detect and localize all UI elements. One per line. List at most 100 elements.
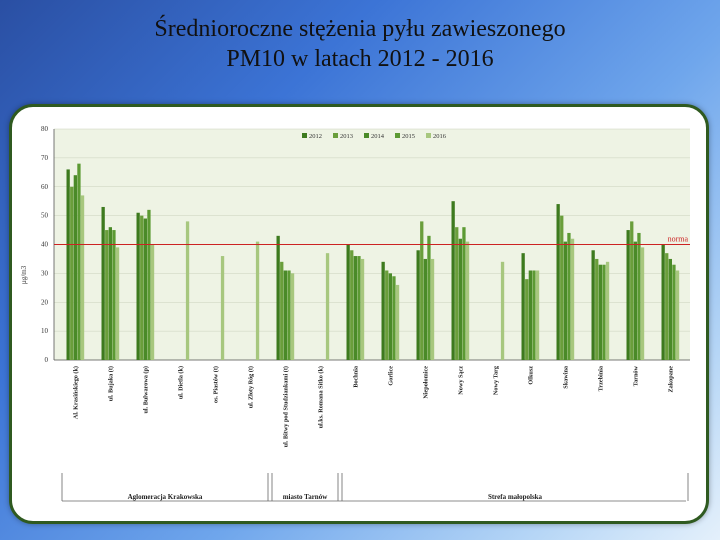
group-label: Strefa małopolska (488, 493, 543, 501)
bar-2016-2 (150, 244, 155, 360)
legend-swatch-2014 (364, 133, 369, 138)
bar-2012-9 (381, 261, 385, 360)
bar-2015-17 (672, 264, 676, 360)
bar-2013-8 (350, 250, 354, 360)
x-category-label: Zakopane (668, 366, 675, 393)
bar-2013-17 (665, 253, 669, 360)
legend-label-2016: 2016 (433, 133, 447, 140)
bar-2013-6 (280, 261, 284, 360)
legend-swatch-2016 (426, 133, 431, 138)
bar-2016-10 (430, 258, 435, 360)
bar-2015-6 (287, 270, 291, 360)
x-category-label: ul.ks. Romana Sitko (k) (318, 366, 325, 428)
bar-2014-10 (423, 258, 427, 360)
legend-swatch-2015 (395, 133, 400, 138)
legend-label-2013: 2013 (340, 133, 353, 140)
bar-2013-0 (70, 186, 74, 360)
bar-2013-1 (105, 230, 109, 360)
bar-2012-13 (521, 253, 525, 360)
y-tick-label: 50 (41, 212, 49, 220)
x-category-label: Trzebinia (598, 366, 605, 391)
y-axis-label: µg/m3 (20, 265, 28, 284)
bar-2013-16 (630, 221, 634, 360)
bar-2015-13 (532, 270, 536, 360)
slide-title-line-1: Średnioroczne stężenia pyłu zawieszonego (154, 16, 566, 42)
pm10-bar-chart: 0 10 20 30 40 50 60 70 80 µg/m3 Al. Krasińskiego (… (20, 125, 690, 502)
bar-2016-4 (220, 256, 225, 360)
x-category-label: Olkusz (528, 366, 535, 385)
group-label: Aglomeracja Krakowska (128, 493, 203, 501)
bar-2014-11 (458, 238, 462, 360)
y-tick-label: 10 (41, 327, 49, 335)
bar-2014-0 (73, 175, 77, 360)
slide-title: Średnioroczne stężenia pyłu zawieszonego… (0, 14, 720, 74)
bar-2015-1 (112, 230, 116, 360)
bar-2012-10 (416, 250, 420, 360)
bar-2014-6 (283, 270, 287, 360)
bar-2012-14 (556, 204, 560, 360)
bar-2014-17 (668, 258, 672, 360)
x-category-label: ul. Bulwarowa (p) (143, 366, 150, 414)
bar-2015-8 (357, 256, 361, 360)
bar-2016-1 (115, 247, 120, 360)
bar-2014-15 (598, 264, 602, 360)
bar-2016-14 (570, 238, 575, 360)
bar-2014-16 (633, 241, 637, 360)
y-tick-label: 20 (41, 298, 49, 306)
x-category-label: os. Piastów (t) (213, 366, 220, 403)
bar-2016-17 (675, 270, 680, 360)
bar-2012-0 (66, 169, 70, 360)
bar-2015-15 (602, 264, 606, 360)
bar-2012-1 (101, 206, 105, 360)
legend-label-2012: 2012 (309, 133, 322, 140)
bar-2014-9 (388, 273, 392, 360)
slide-title-line-2: PM10 w latach 2012 - 2016 (226, 46, 494, 72)
bar-2015-2 (147, 209, 151, 360)
bar-2014-13 (528, 270, 532, 360)
y-tick-label: 60 (41, 183, 49, 191)
bar-2013-11 (455, 227, 459, 360)
bar-2014-1 (108, 227, 112, 360)
legend-label-2015: 2015 (402, 133, 415, 140)
bar-2013-2 (140, 215, 144, 360)
bar-2016-5 (255, 241, 260, 360)
bar-2013-15 (595, 258, 599, 360)
bar-2016-16 (640, 247, 645, 360)
bar-2012-11 (451, 201, 455, 360)
x-category-label: ul. Bitwy pod Studziankami (t) (283, 366, 290, 447)
x-category-label: Gorlice (388, 366, 395, 386)
bar-2015-11 (462, 227, 466, 360)
bar-2012-8 (346, 244, 350, 360)
bar-2013-13 (525, 279, 529, 360)
x-category-label: Nowy Sącz (458, 366, 465, 395)
bar-2016-9 (395, 284, 400, 360)
bar-2016-11 (465, 241, 470, 360)
x-category-label: Nowy Targ (493, 365, 500, 395)
y-tick-label: 70 (41, 154, 49, 162)
chart-frame: 0 10 20 30 40 50 60 70 80 µg/m3 Al. Krasińskiego (… (9, 104, 709, 524)
bar-2016-6 (290, 273, 295, 360)
bar-2012-6 (276, 235, 280, 360)
group-label: miasto Tarnów (283, 493, 328, 501)
legend-label-2014: 2014 (371, 133, 385, 140)
bar-2016-7 (325, 253, 330, 360)
bar-2012-2 (136, 212, 140, 360)
bar-2015-9 (392, 276, 396, 360)
bar-2013-10 (420, 221, 424, 360)
bar-2015-0 (77, 163, 81, 360)
x-category-label: ul. Bujaka (t) (108, 366, 115, 401)
x-category-label: Bochnia (353, 366, 360, 388)
x-category-label: Skawina (563, 366, 570, 389)
bar-2012-17 (661, 244, 665, 360)
y-tick-label: 30 (41, 269, 49, 277)
bar-2014-8 (353, 256, 357, 360)
bar-2016-0 (80, 195, 85, 360)
bar-2016-12 (500, 261, 505, 360)
bar-2013-9 (385, 270, 389, 360)
y-tick-label: 0 (45, 356, 49, 364)
norma-label: norma (668, 235, 689, 244)
bar-2016-15 (605, 261, 610, 360)
bar-2012-16 (626, 230, 630, 360)
bar-2014-2 (143, 218, 147, 360)
bar-2014-14 (563, 241, 567, 360)
